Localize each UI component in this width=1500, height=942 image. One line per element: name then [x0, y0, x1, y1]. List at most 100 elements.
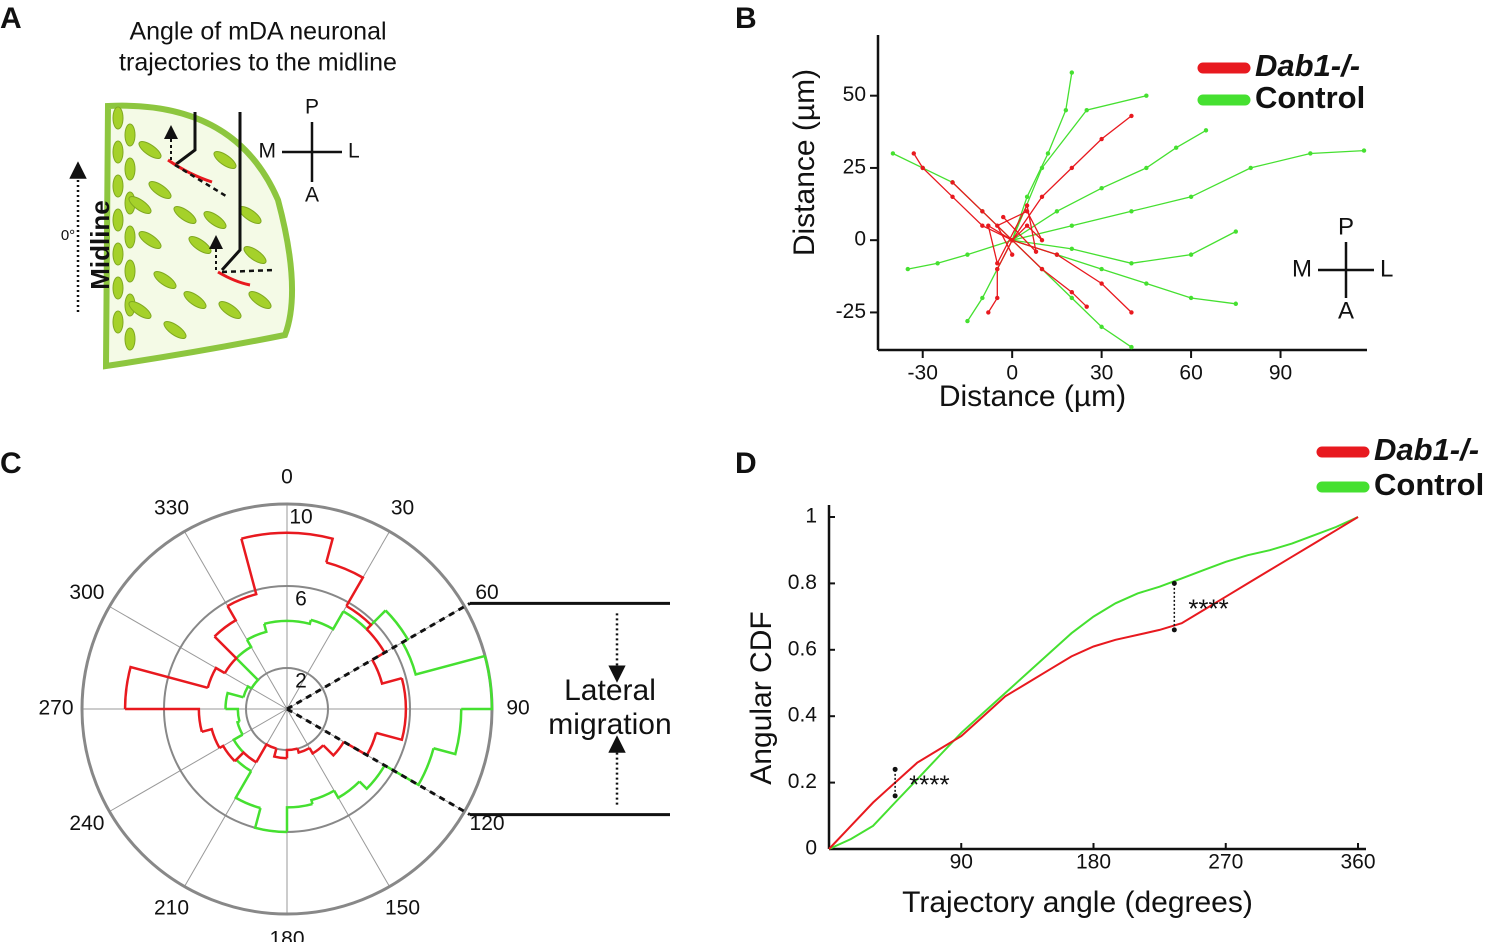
y-tick-label: 25	[843, 155, 866, 178]
rose-bin	[296, 746, 311, 755]
rose-bin	[371, 659, 403, 686]
trajectory-point	[1039, 165, 1045, 171]
angle-label: 240	[69, 812, 104, 835]
rose-bin	[232, 733, 245, 754]
rose-bin	[365, 628, 387, 661]
y-tick-label: 0.4	[788, 704, 818, 727]
trajectory-point	[980, 209, 985, 214]
trajectory	[987, 239, 1013, 313]
rose-bin	[235, 720, 244, 736]
rose-bin	[345, 604, 373, 631]
trajectory-point	[905, 266, 911, 272]
trajectory	[1011, 129, 1207, 241]
rose-bin	[358, 764, 386, 791]
trajectory-point	[911, 151, 916, 156]
rose-bin	[241, 531, 288, 540]
trajectory-point	[935, 261, 940, 266]
trajectory-point	[1233, 301, 1239, 306]
trajectory-point	[1069, 70, 1075, 75]
diagram-title: Angle of mDA neuronal	[129, 18, 386, 46]
trajectory-point	[1054, 252, 1060, 257]
bracket-end	[892, 793, 898, 799]
x-axis-label: Distance (µm)	[939, 380, 1126, 413]
trajectory-point	[950, 180, 955, 185]
compass: P A M L	[259, 96, 360, 207]
trajectory-point	[1063, 107, 1069, 113]
neuron	[218, 300, 242, 320]
panel-letter: A	[0, 2, 22, 35]
rose-bin	[225, 707, 241, 723]
x-tick-label: 90	[1269, 362, 1292, 385]
rose-bin	[242, 684, 253, 698]
x-tick-label: 180	[1076, 851, 1111, 874]
trajectory	[1011, 239, 1088, 308]
rose-bin	[310, 610, 345, 631]
bracket-end	[1171, 627, 1177, 633]
neuron	[124, 327, 136, 351]
rose-bin	[233, 750, 257, 764]
tissue-outline	[102, 102, 296, 370]
y-tick-label: 0.2	[788, 770, 817, 793]
neuron	[112, 276, 124, 300]
spoke	[109, 708, 288, 812]
midline-label: Midline	[85, 200, 115, 290]
neuron	[128, 195, 152, 215]
trajectory-point	[1144, 165, 1149, 171]
trajectory-point	[920, 165, 925, 171]
compass-label: A	[1338, 297, 1354, 324]
trajectory-point	[965, 252, 970, 257]
y-tick-label: 1	[805, 505, 817, 528]
rose-bin	[342, 609, 387, 632]
rose-bin	[401, 641, 486, 677]
angle-label: 300	[69, 581, 104, 604]
rose-bin	[235, 639, 253, 660]
r-tick-label: 10	[289, 506, 312, 529]
rose-bin	[218, 744, 236, 763]
trajectory	[1011, 72, 1073, 241]
significance-label: ****	[909, 769, 949, 799]
trajectory-point	[890, 151, 896, 156]
y-tick-label: 0	[854, 228, 866, 251]
trajectory-point	[1129, 113, 1134, 119]
compass-label: M	[1292, 255, 1312, 282]
panel-letter: C	[0, 447, 22, 480]
trajectory-point	[1024, 203, 1030, 208]
legend-label: Control	[1255, 80, 1365, 115]
trajectory	[1012, 149, 1365, 241]
trajectory-point	[1129, 344, 1134, 350]
trajectory-point	[1099, 266, 1104, 272]
neuron	[138, 230, 162, 250]
rose-bin	[286, 531, 335, 563]
trajectory	[1011, 95, 1147, 241]
rose-bin	[123, 665, 209, 710]
trajectory-point	[1144, 93, 1149, 98]
neuron	[124, 157, 136, 181]
panel-a: A Angle of mDA neuronal trajectories to …	[0, 2, 397, 370]
y-tick-label: 0.8	[788, 571, 817, 594]
x-tick-label: 90	[950, 851, 973, 874]
compass-label: M	[259, 140, 277, 163]
compass-label: A	[305, 184, 319, 207]
rose-bin	[224, 691, 244, 710]
compass-label: L	[1380, 255, 1393, 282]
spoke	[109, 606, 288, 710]
trajectory-point	[1173, 145, 1179, 150]
trajectory-point	[1129, 209, 1134, 214]
neuron	[163, 320, 187, 340]
trajectory-point	[995, 266, 1000, 272]
angle-label: 30	[391, 496, 414, 519]
rose-bin	[400, 677, 408, 710]
rose-bin	[226, 538, 258, 608]
trajectory-point	[1144, 281, 1149, 286]
y-tick-label: 0.6	[788, 637, 817, 660]
trajectory-schematic	[174, 112, 197, 167]
trajectory-point	[1069, 290, 1075, 295]
angle-label: 120	[470, 812, 505, 835]
trajectory-point	[1099, 136, 1104, 142]
angle-label: 90	[506, 697, 529, 720]
neuron	[112, 310, 124, 334]
neuron	[112, 106, 124, 130]
neuron	[213, 150, 237, 170]
x-tick-label: -30	[908, 362, 938, 385]
